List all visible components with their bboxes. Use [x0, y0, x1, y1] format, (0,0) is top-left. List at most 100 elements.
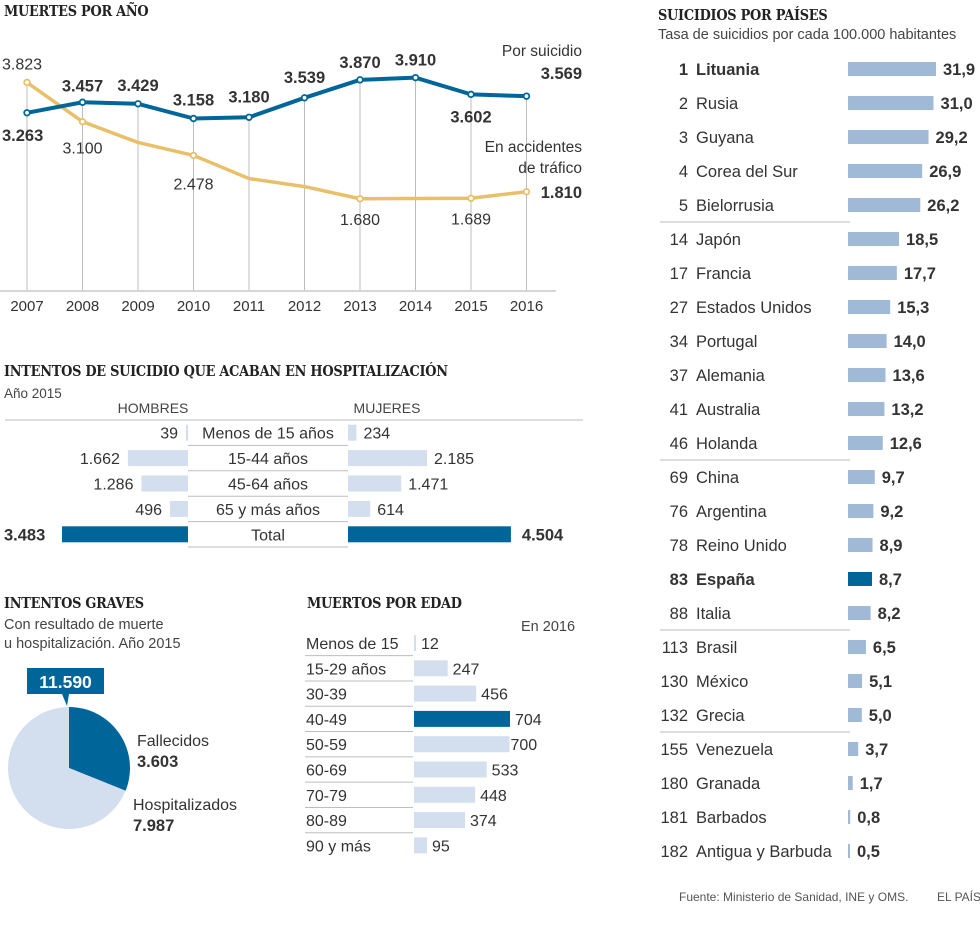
- country-value-label: 13,6: [893, 367, 925, 385]
- suicide-point: [189, 114, 198, 123]
- total-callout-label: 11.590: [39, 672, 92, 692]
- age-bar: [414, 685, 477, 702]
- x-tick-label: 2014: [399, 298, 432, 315]
- men-bar: [127, 450, 188, 467]
- country-bar: [848, 708, 862, 722]
- age-category-label: 15-29 años: [306, 661, 386, 678]
- country-name: Guyana: [696, 129, 755, 147]
- men-header: HOMBRES: [118, 400, 189, 416]
- country-name: Barbados: [696, 809, 767, 827]
- pie-chart: 11.590 Fallecidos 3.603 Hospitalizados 7.987: [7, 668, 237, 835]
- slice-value-label: 7.987: [133, 817, 174, 835]
- country-name: Corea del Sur: [696, 163, 798, 181]
- age-value-label: 456: [481, 687, 508, 704]
- country-bar: [848, 334, 887, 348]
- country-value-label: 13,2: [891, 401, 923, 419]
- age-group-label: Menos de 15 años: [202, 426, 334, 443]
- women-value-label: 2.185: [434, 451, 474, 468]
- men-bar: [62, 526, 188, 543]
- country-bar: [848, 572, 872, 586]
- age-bar: [414, 710, 510, 727]
- women-value-label: 234: [363, 426, 390, 443]
- country-bar: [848, 198, 921, 212]
- country-rank: 37: [670, 367, 688, 385]
- country-bar: [848, 742, 859, 756]
- age-group-label: Total: [251, 527, 285, 544]
- age-value-label: 533: [492, 763, 519, 780]
- suicide-point: [300, 94, 309, 102]
- age-value-label: 448: [480, 788, 507, 805]
- country-value-label: 9,2: [880, 503, 903, 521]
- country-rank: 3: [679, 129, 688, 147]
- country-rank: 46: [670, 435, 688, 453]
- country-name: Antigua y Barbuda: [696, 843, 833, 861]
- country-chart-title: SUICIDIOS POR PAÍSES: [658, 6, 828, 24]
- age-category-label: 50-59: [306, 737, 347, 754]
- slice-name-label: Fallecidos: [137, 733, 209, 750]
- men-bar: [141, 475, 188, 492]
- traffic-data-label: 3.100: [62, 141, 102, 158]
- country-rank: 78: [670, 537, 688, 555]
- men-value-label: 496: [135, 502, 162, 519]
- age-value-label: 700: [510, 737, 537, 754]
- country-rank: 34: [670, 333, 688, 351]
- country-value-label: 8,7: [879, 571, 902, 589]
- age-value-label: 374: [470, 813, 497, 830]
- country-bar: [848, 62, 936, 76]
- traffic-point: [78, 117, 87, 126]
- age-group-label: 65 y más años: [216, 502, 320, 519]
- age-category-label: 60-69: [306, 763, 347, 780]
- suicide-point: [411, 73, 420, 82]
- pie-slice-fallecidos: [69, 707, 130, 791]
- x-tick-label: 2015: [454, 298, 487, 315]
- total-callout-box: [27, 668, 104, 694]
- women-header: MUJERES: [354, 400, 421, 416]
- country-rank: 76: [670, 503, 688, 521]
- traffic-point: [23, 78, 31, 87]
- age-bar: [414, 786, 476, 803]
- age-value-label: 247: [453, 661, 480, 678]
- x-tick-label: 2009: [121, 298, 154, 315]
- country-chart-subtitle: Tasa de suicidios por cada 100.000 habit…: [658, 27, 957, 43]
- country-bar: [848, 96, 934, 110]
- age-category-label: Menos de 15: [306, 636, 399, 653]
- country-name: Grecia: [696, 707, 745, 725]
- country-name: Australia: [696, 401, 761, 419]
- traffic-point: [189, 151, 198, 160]
- country-rank: 5: [679, 197, 688, 215]
- age-group-label: 15-44 años: [228, 451, 308, 468]
- traffic-legend-label: En accidentes: [485, 139, 583, 156]
- x-tick-label: 2007: [10, 298, 43, 315]
- country-value-label: 17,7: [904, 265, 936, 283]
- country-name: Argentina: [696, 503, 767, 521]
- country-rank: 2: [679, 95, 688, 113]
- country-bar: [848, 300, 891, 314]
- traffic-point: [356, 195, 364, 203]
- hosp-chart-subtitle: Año 2015: [4, 386, 62, 401]
- line-chart: 2007 2008 2009 2010 2011 2012 2013 2014 2015 2016…: [0, 43, 583, 315]
- country-chart: 1 Lituania 31,9 2 Rusia 31,0 3 Guyana 29,2 4 Corea…: [660, 61, 975, 861]
- country-name: Japón: [696, 231, 741, 249]
- line-chart-title: MUERTES POR AÑO: [4, 2, 149, 20]
- suicide-data-label: 3.429: [117, 77, 158, 95]
- country-name: Reino Unido: [696, 537, 787, 555]
- women-bar: [348, 526, 511, 543]
- country-bar: [848, 640, 866, 654]
- x-tick-label: 2010: [177, 298, 210, 315]
- men-value-label: 3.483: [4, 526, 45, 544]
- country-rank: 1: [679, 61, 688, 79]
- suicide-data-label: 3.602: [450, 108, 491, 126]
- country-rank: 155: [660, 741, 688, 759]
- traffic-data-label: 2.478: [173, 176, 213, 193]
- women-bar: [348, 475, 402, 492]
- country-rank: 180: [660, 775, 688, 793]
- country-value-label: 26,9: [929, 163, 961, 181]
- country-bar: [848, 130, 929, 144]
- age-group-label: 45-64 años: [228, 477, 308, 494]
- suicide-final-label: 3.569: [541, 65, 582, 83]
- suicide-data-label: 3.263: [2, 127, 43, 145]
- country-rank: 113: [662, 639, 688, 657]
- age-chart-title: MUERTOS POR EDAD: [307, 594, 462, 612]
- age-bar: [414, 635, 416, 651]
- traffic-point: [467, 194, 475, 202]
